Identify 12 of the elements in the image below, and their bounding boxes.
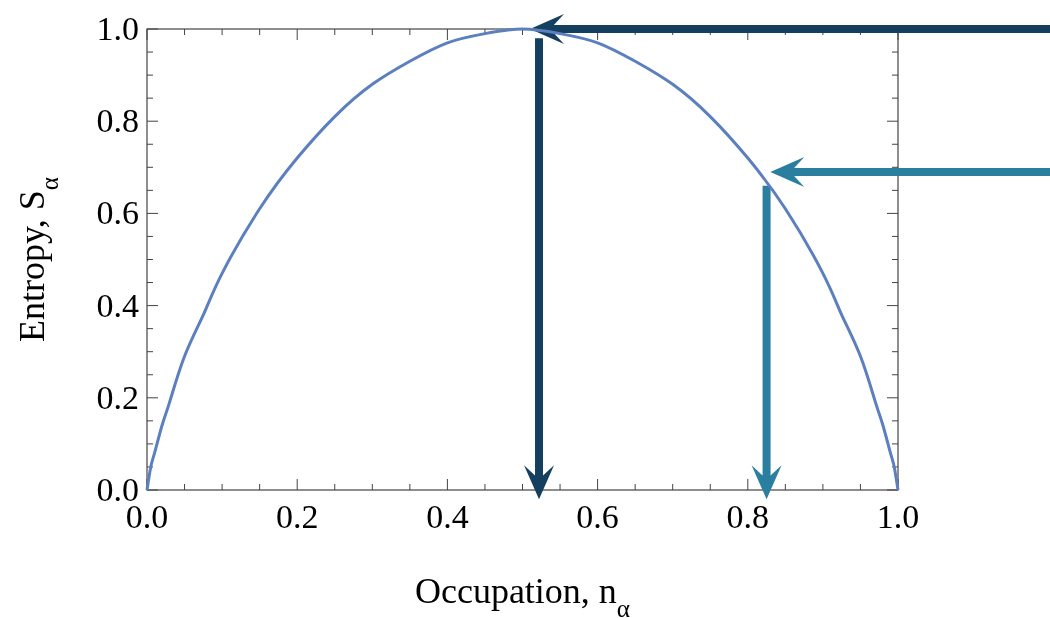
x-tick-label: 0.6: [576, 498, 619, 535]
y-tick-label: 0.2: [96, 378, 139, 416]
x-axis-title: Occupation, n$_{α}$: [414, 571, 631, 618]
y-tick-label: 1.0: [96, 10, 139, 47]
x-tick-label: 0.8: [726, 498, 770, 535]
y-tick-label: 0.6: [96, 194, 139, 232]
y-tick-label: 0.4: [96, 286, 139, 324]
x-tick-label: 0.2: [275, 498, 319, 535]
x-tick-label: 1.0: [876, 498, 920, 535]
x-tick-label: 0.4: [426, 498, 469, 535]
y-tick-label: 0.8: [96, 102, 139, 140]
line-series: [145, 27, 900, 492]
